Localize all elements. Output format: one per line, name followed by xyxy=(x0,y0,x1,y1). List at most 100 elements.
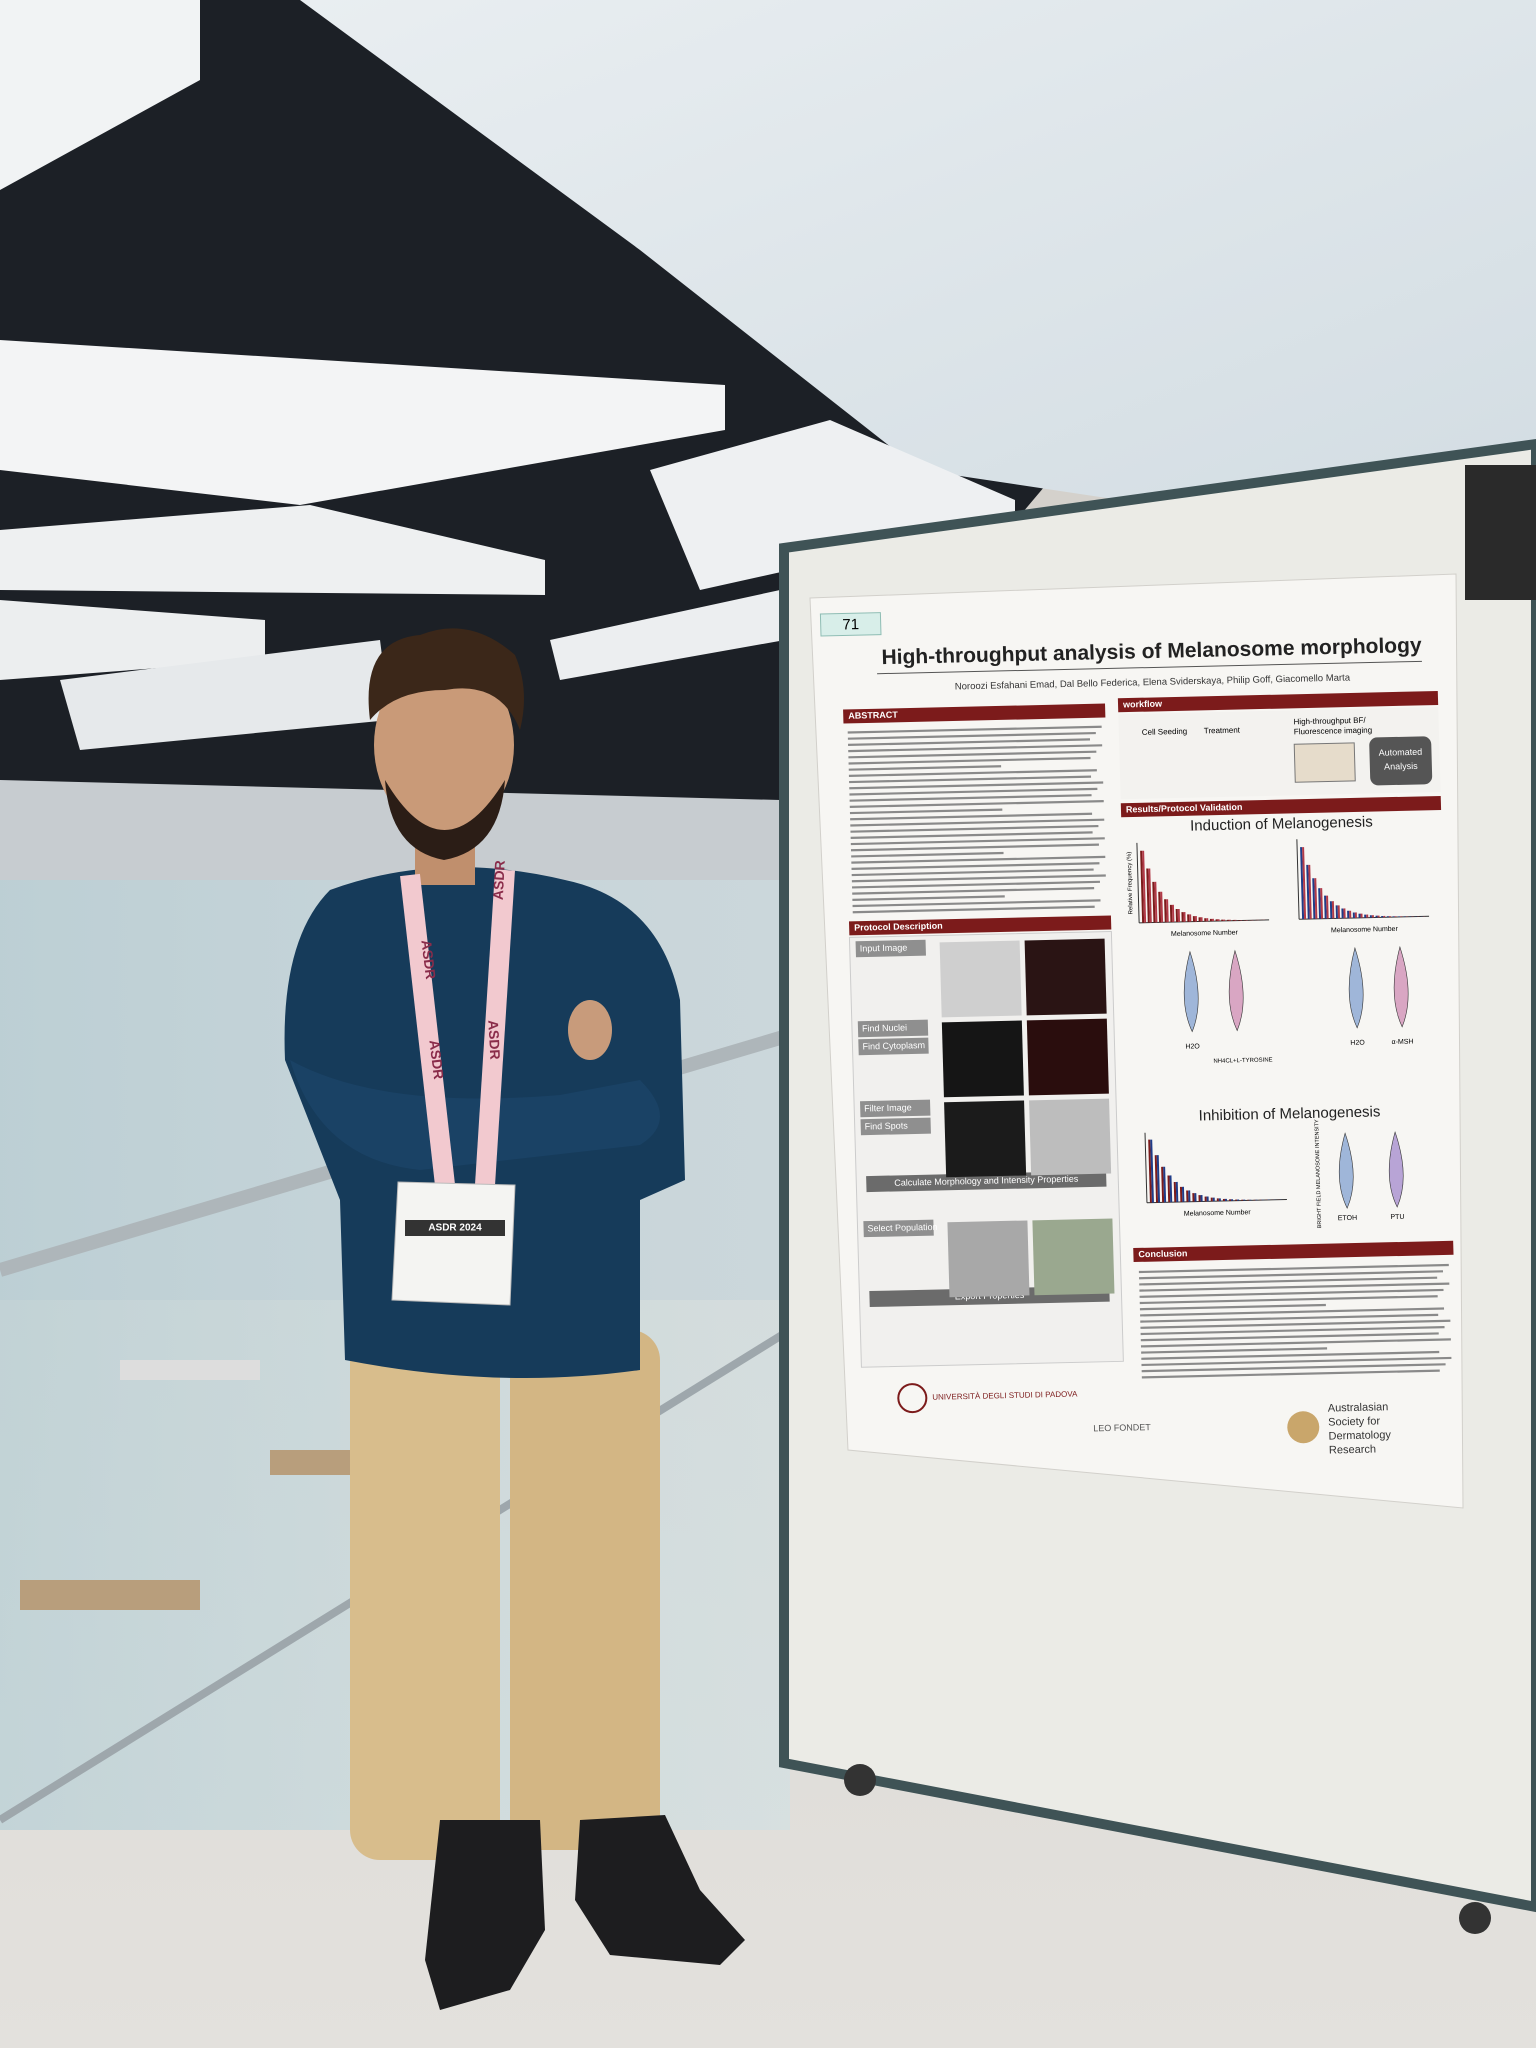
step-label: Find Nuclei xyxy=(862,1023,907,1034)
hist-bar xyxy=(1154,881,1158,923)
hist-bar xyxy=(1194,1193,1197,1202)
hist-bar xyxy=(1337,905,1341,919)
hist-bar xyxy=(1400,916,1403,917)
section-header: Conclusion xyxy=(1138,1248,1187,1259)
hist-bar xyxy=(1167,1175,1171,1203)
lanyard-text: ASDR xyxy=(426,1039,447,1080)
hand xyxy=(568,1000,612,1060)
ceiling-panel xyxy=(650,420,1015,590)
ceiling-panel xyxy=(0,505,545,595)
left-shoe xyxy=(425,1820,545,2010)
text-line xyxy=(849,800,1104,808)
step-label: Calculate Morphology and Intensity Prope… xyxy=(894,1174,1079,1188)
text-line xyxy=(850,812,1093,821)
hist-bar xyxy=(1360,913,1363,918)
group-label: α-MSH xyxy=(1392,1038,1414,1045)
hist-bar xyxy=(1347,910,1350,919)
hist-bar xyxy=(1169,1175,1173,1203)
text-line xyxy=(1139,1288,1444,1298)
text-line xyxy=(1139,1270,1444,1280)
text-line xyxy=(852,880,1101,889)
abstract-text xyxy=(847,725,1106,914)
text-line xyxy=(1140,1313,1439,1323)
hist-bar xyxy=(1188,1190,1191,1202)
text-line xyxy=(1140,1319,1451,1329)
badge-band xyxy=(405,1220,505,1236)
text-line xyxy=(849,808,1003,815)
hist-bar xyxy=(1158,891,1162,923)
hist-bar xyxy=(1249,1199,1252,1201)
hist-bar xyxy=(1222,1198,1225,1202)
hist-bar xyxy=(1326,895,1329,919)
conclusion-text xyxy=(1138,1263,1452,1379)
subsection-title: Induction of Melanogenesis xyxy=(1190,813,1373,834)
micrograph xyxy=(1026,1018,1109,1096)
text-line xyxy=(848,744,1103,753)
section-header: workflow xyxy=(1122,699,1163,710)
workflow-step: High-throughput BF/ xyxy=(1293,716,1366,727)
hist-bar xyxy=(1169,904,1173,923)
hist-bar xyxy=(1181,912,1184,922)
hist-bar xyxy=(1231,1199,1234,1201)
hist-bar xyxy=(1335,905,1339,919)
text-line xyxy=(852,895,1005,901)
text-line xyxy=(1141,1369,1440,1379)
hist-bar xyxy=(1224,1198,1227,1201)
hist-bar xyxy=(1392,916,1395,918)
board-wheel xyxy=(844,1764,876,1796)
hist-bar xyxy=(1398,916,1401,917)
violin xyxy=(1183,950,1199,1033)
hist-bar xyxy=(1198,917,1201,922)
lanyard-text: ASDR xyxy=(418,939,439,980)
step-label: Input Image xyxy=(860,942,908,953)
hist-bar xyxy=(1164,899,1167,923)
text-line xyxy=(850,818,1105,827)
hist-bar xyxy=(1175,1181,1179,1203)
table xyxy=(120,1360,260,1380)
lanyard-text: ASDR xyxy=(490,860,508,900)
hist-bar xyxy=(1226,919,1229,921)
axis xyxy=(1144,1132,1148,1203)
hist-bar xyxy=(1216,1198,1219,1202)
violin xyxy=(1338,1132,1354,1209)
lanyard-text: ASDR xyxy=(485,1020,503,1060)
hist-bar xyxy=(1306,864,1310,920)
hist-bar xyxy=(1234,919,1237,921)
hist-bar xyxy=(1177,908,1181,922)
text-line xyxy=(1140,1307,1445,1317)
hist-bar xyxy=(1217,919,1220,922)
hist-bar xyxy=(1171,904,1175,923)
axis-label: Melanosome Number xyxy=(1171,929,1239,938)
text-line xyxy=(849,794,1092,802)
text-line xyxy=(1139,1303,1326,1311)
hist-bar xyxy=(1349,910,1352,919)
text-line xyxy=(848,756,1091,765)
text-line xyxy=(1139,1276,1438,1286)
micrograph xyxy=(1032,1218,1115,1296)
section-bar xyxy=(848,915,1112,936)
micrograph xyxy=(1024,938,1107,1016)
hist-bar xyxy=(1140,850,1145,923)
hist-bar xyxy=(1187,914,1190,922)
hist-bar xyxy=(1206,918,1209,922)
hist-bar xyxy=(1146,868,1150,923)
hist-bar xyxy=(1194,916,1197,922)
badge-text: ASDR 2024 xyxy=(428,1223,482,1234)
violin xyxy=(1348,946,1364,1029)
hist-bar xyxy=(1394,916,1397,918)
axis-label: Relative Frequency (%) xyxy=(1127,852,1135,915)
step-box xyxy=(855,939,926,958)
ceiling-panel xyxy=(550,590,785,680)
text-line xyxy=(848,769,1097,777)
hist-bar xyxy=(1154,1155,1159,1203)
group-label: PTU xyxy=(1390,1214,1404,1221)
hist-bar xyxy=(1343,908,1346,919)
hist-bar xyxy=(1142,850,1147,923)
hist-bar xyxy=(1148,1139,1152,1203)
axis xyxy=(1136,842,1140,923)
hist-bar xyxy=(1175,908,1179,923)
hist-bar xyxy=(1200,1195,1203,1202)
hist-bar xyxy=(1148,868,1152,923)
group-label: ETOH xyxy=(1338,1215,1358,1222)
hist-bar xyxy=(1235,1199,1238,1201)
